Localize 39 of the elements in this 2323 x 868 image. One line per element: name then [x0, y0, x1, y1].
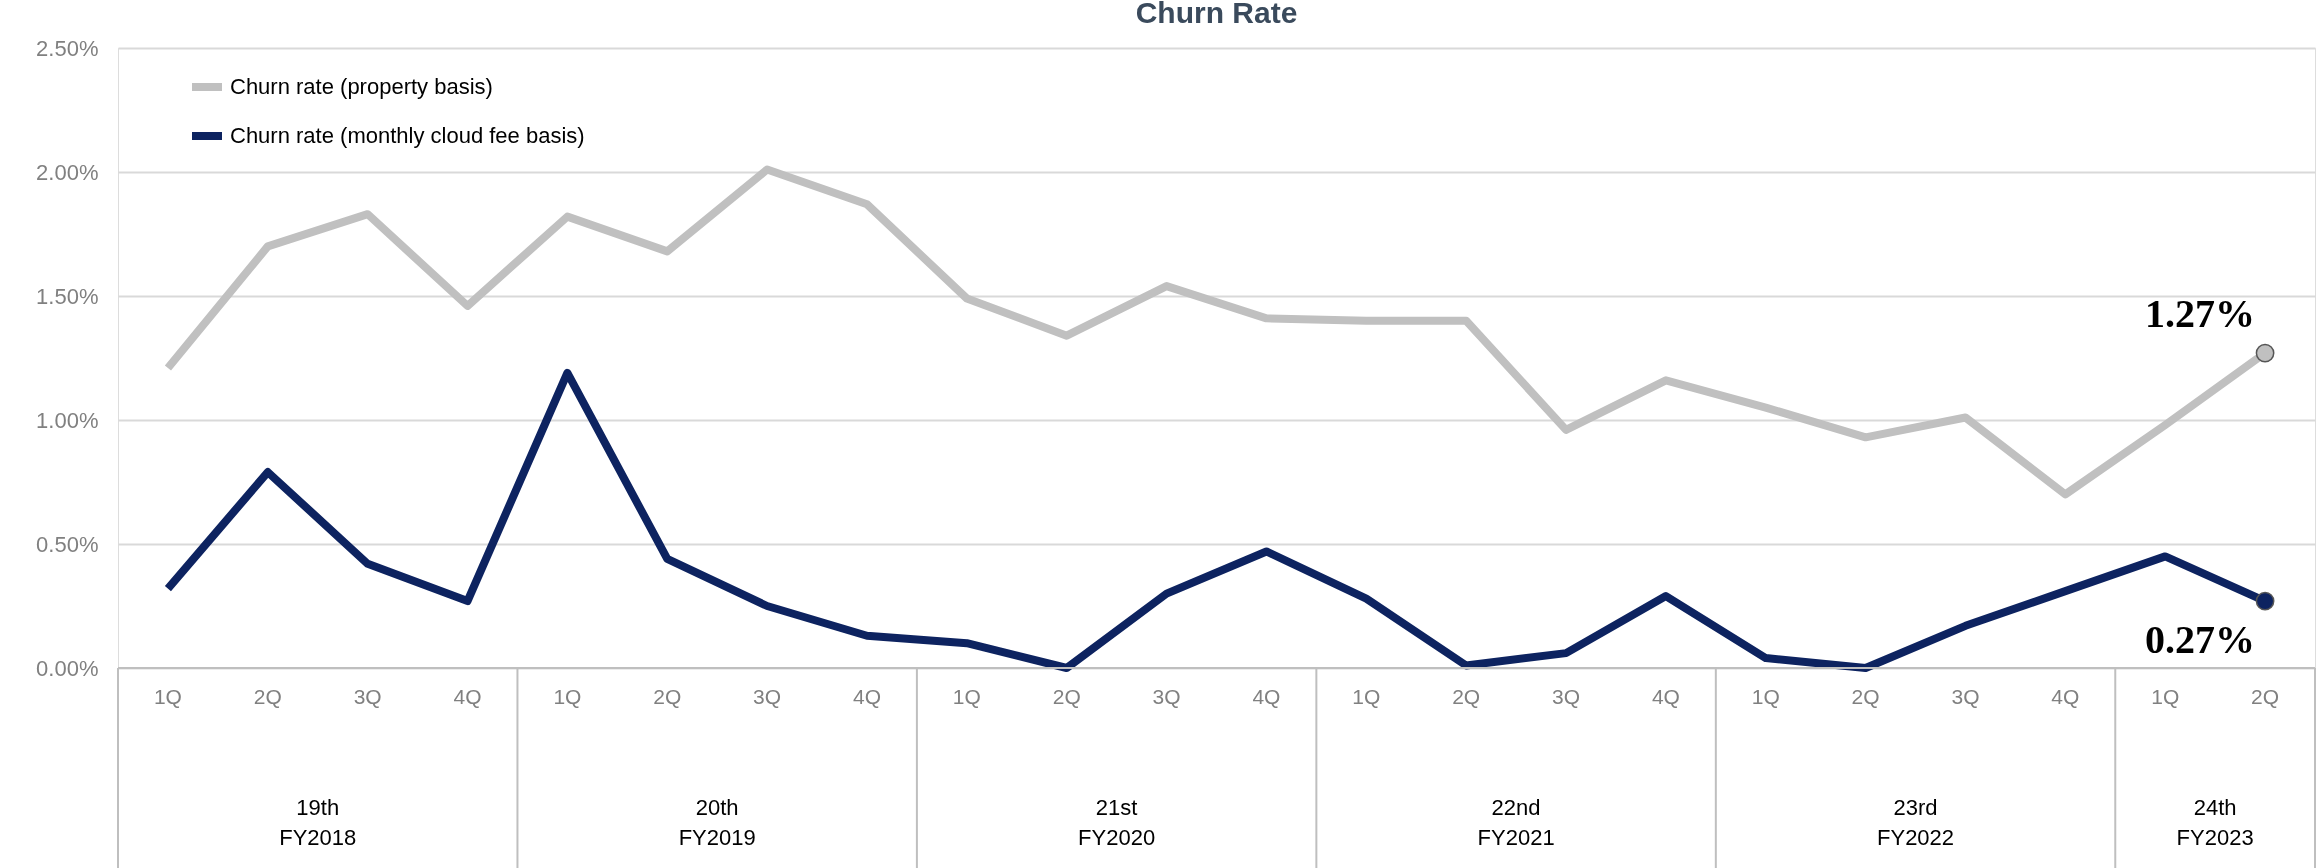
x-tick-label: 2Q	[2251, 685, 2280, 708]
x-tick-label: 2Q	[253, 685, 282, 708]
text: 24th FY2023	[2176, 795, 2254, 850]
text: 21st FY2020	[1078, 795, 1156, 850]
x-tick-label: 2Q	[1052, 685, 1081, 708]
x-tick-label: 1Q	[153, 685, 182, 708]
x-tick-label: 3Q	[1152, 685, 1181, 708]
x-tick-label: 3Q	[753, 685, 782, 708]
y-tick-label: 1.50%	[36, 283, 99, 309]
x-tick-label: 1Q	[1751, 685, 1780, 708]
legend-label: Churn rate (property basis)	[230, 74, 493, 99]
text: 22nd FY2021	[1477, 795, 1555, 850]
x-tick-label: 2Q	[653, 685, 682, 708]
x-tick-label: 3Q	[353, 685, 382, 708]
text: 23rd FY2022	[1877, 795, 1955, 850]
x-tick-label: 1Q	[553, 685, 582, 708]
data-label: 0.27%	[2145, 617, 2256, 663]
x-tick-label: 4Q	[453, 685, 482, 708]
x-tick-label: 3Q	[1552, 685, 1581, 708]
x-tick-label: 4Q	[2051, 685, 2080, 708]
x-tick-label: 4Q	[852, 685, 881, 708]
y-tick-label: 1.00%	[36, 407, 99, 433]
x-tick-label: 2Q	[1452, 685, 1481, 708]
y-tick-label: 2.50%	[36, 35, 99, 61]
y-tick-label: 0.00%	[36, 655, 99, 681]
x-tick-label: 1Q	[2151, 685, 2180, 708]
y-tick-label: 2.00%	[36, 159, 99, 185]
x-tick-label: 2Q	[1851, 685, 1880, 708]
y-tick-label: 0.50%	[36, 531, 99, 557]
x-tick-label: 1Q	[1352, 685, 1381, 708]
text: 19th FY2018	[279, 795, 357, 850]
x-tick-label: 4Q	[1651, 685, 1680, 708]
x-tick-label: 3Q	[1951, 685, 1980, 708]
x-tick-label: 4Q	[1252, 685, 1281, 708]
legend-label: Churn rate (monthly cloud fee basis)	[230, 123, 585, 148]
text: 20th FY2019	[678, 795, 756, 850]
x-tick-label: 1Q	[952, 685, 981, 708]
data-label: 1.27%	[2145, 291, 2256, 337]
chart-title: Churn Rate	[1135, 0, 1298, 29]
